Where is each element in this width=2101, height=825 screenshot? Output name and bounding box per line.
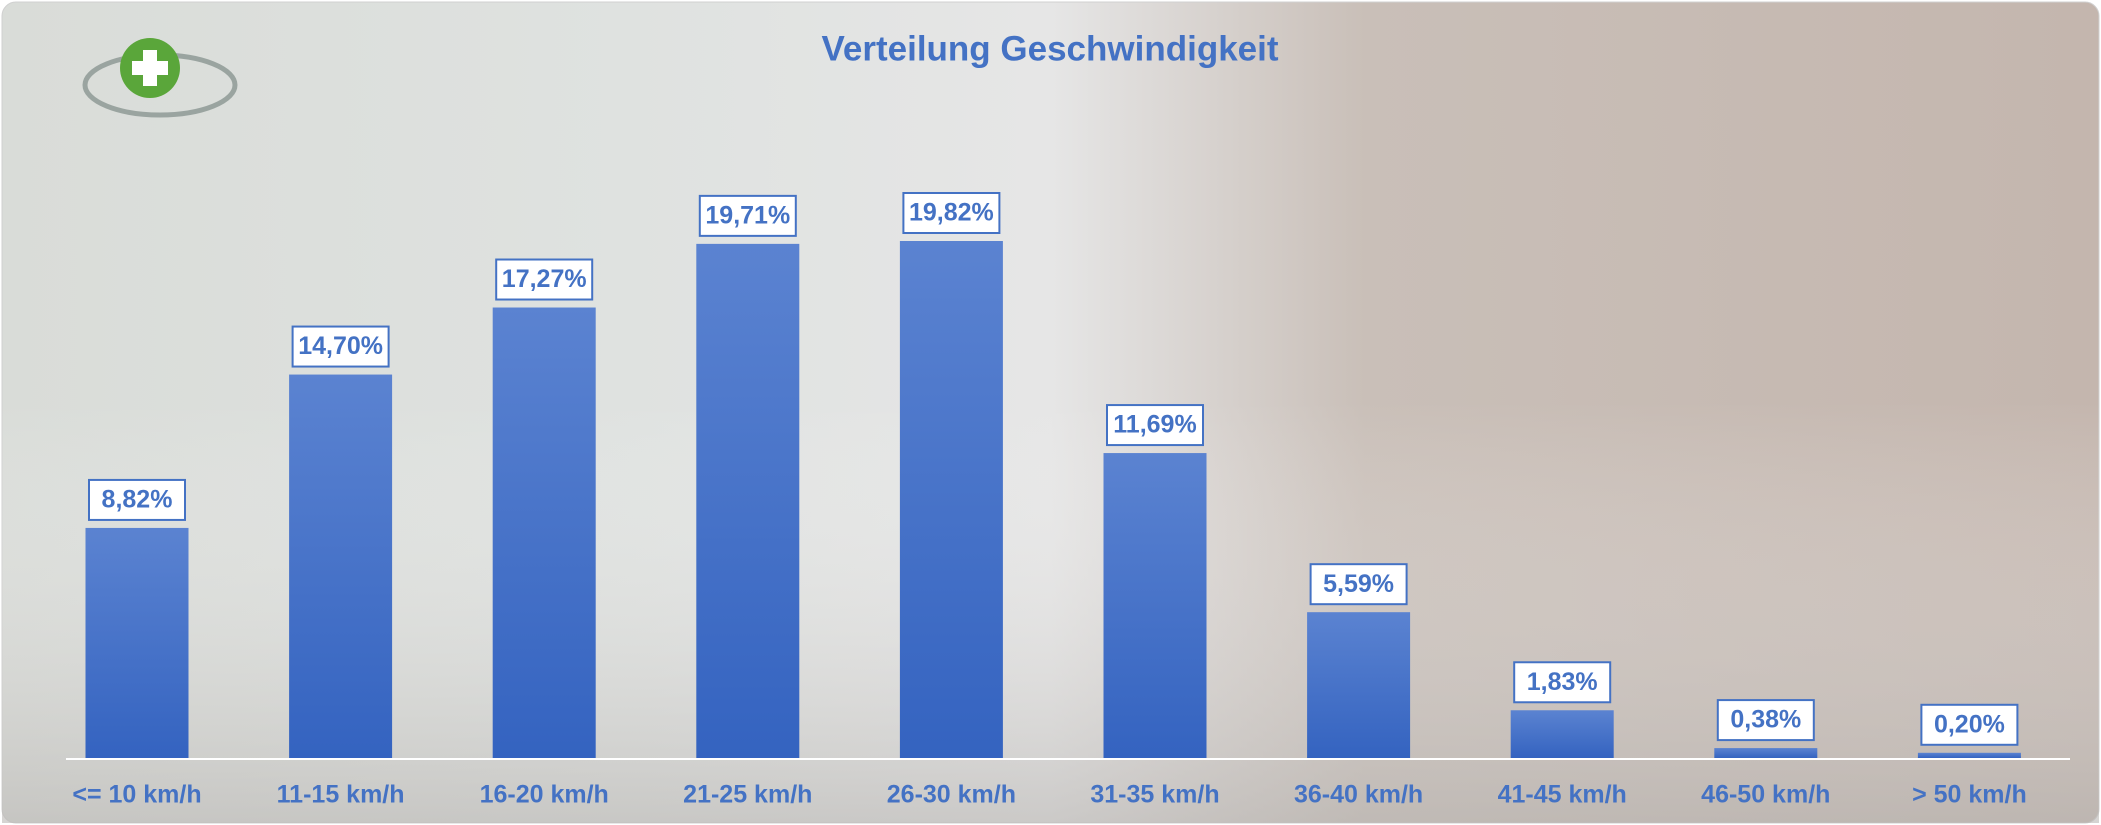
value-label: 19,82% [909, 199, 994, 227]
value-label: 0,20% [1934, 710, 2005, 738]
value-label: 19,71% [705, 201, 790, 229]
x-tick-label: 21-25 km/h [683, 781, 812, 809]
bar [900, 241, 1003, 758]
x-tick-label: 46-50 km/h [1701, 781, 1830, 809]
bar [1104, 453, 1207, 758]
bar [86, 528, 189, 758]
value-label: 17,27% [502, 265, 587, 293]
x-tick-label: 16-20 km/h [480, 781, 609, 809]
chart: Verteilung Geschwindigkeit 8,82% <= 10 km… [0, 0, 2101, 825]
x-tick-label: 31-35 km/h [1090, 781, 1219, 809]
chart-title: Verteilung Geschwindigkeit [821, 29, 1278, 68]
bar [289, 375, 392, 758]
x-tick-label: <= 10 km/h [72, 781, 201, 809]
x-tick-label: 11-15 km/h [277, 781, 405, 809]
x-tick-label: 36-40 km/h [1294, 781, 1423, 809]
value-label: 14,70% [298, 332, 383, 360]
page: Verteilung Geschwindigkeit 8,82% <= 10 km… [0, 0, 2101, 825]
x-tick-label: 26-30 km/h [887, 781, 1016, 809]
bar [1918, 753, 2021, 758]
value-label: 11,69% [1113, 411, 1196, 439]
value-label: 8,82% [102, 486, 173, 514]
value-label: 0,38% [1730, 706, 1801, 734]
x-tick-label: 41-45 km/h [1498, 781, 1627, 809]
value-label: 5,59% [1323, 570, 1394, 598]
bar [493, 308, 596, 758]
bar [1307, 612, 1410, 758]
bar [1714, 748, 1817, 758]
bar [1511, 710, 1614, 758]
bar [696, 244, 799, 758]
x-tick-label: > 50 km/h [1912, 781, 2027, 809]
value-label: 1,83% [1527, 668, 1598, 696]
